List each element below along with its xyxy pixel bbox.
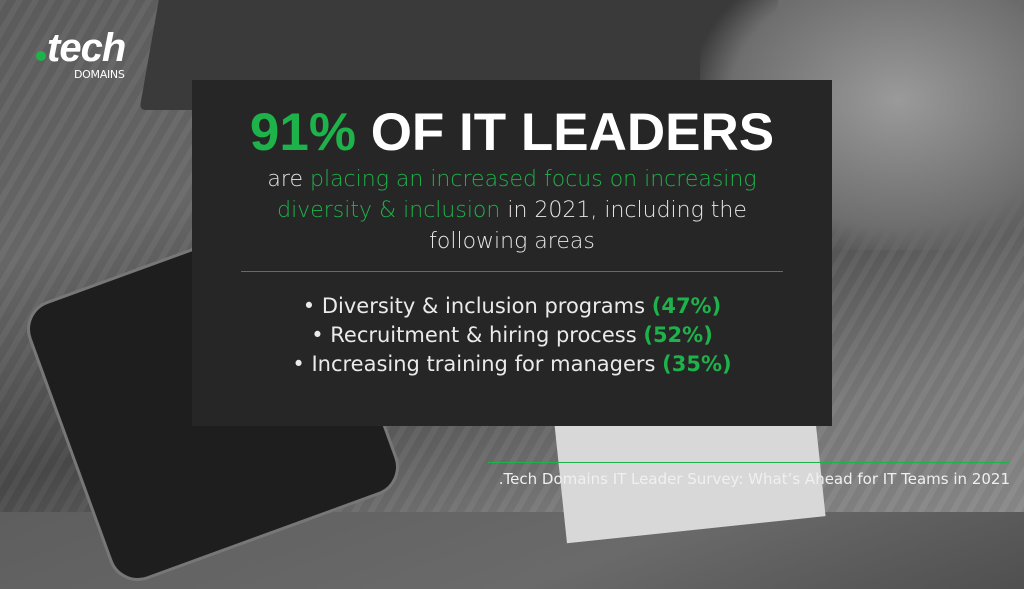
list-item: • Diversity & inclusion programs (47%) <box>302 294 722 318</box>
list-item: • Increasing training for managers (35%) <box>292 352 732 376</box>
logo-text: tech <box>47 26 126 70</box>
headline-stat: 91% <box>249 103 356 162</box>
source-caption: .Tech Domains IT Leader Survey: What’s A… <box>498 470 1010 488</box>
area-label: Diversity & inclusion programs <box>321 294 646 318</box>
area-percent: (52%) <box>643 323 713 347</box>
stat-panel: 91% OF IT LEADERS are placing an increas… <box>192 80 832 426</box>
source-divider <box>488 462 1010 463</box>
subtitle-highlight: placing an increased focus on increasing… <box>277 167 757 223</box>
logo-dot-icon <box>36 51 46 61</box>
divider <box>241 271 783 272</box>
tech-domains-logo: tech DOMAINS <box>36 26 126 81</box>
headline-text: OF IT LEADERS <box>370 103 775 162</box>
area-percent: (47%) <box>651 294 722 318</box>
subtitle: are placing an increased focus on increa… <box>232 164 792 257</box>
area-percent: (35%) <box>662 352 732 376</box>
headline: 91% OF IT LEADERS <box>192 106 832 160</box>
logo-subtext: DOMAINS <box>74 68 125 81</box>
list-item: • Recruitment & hiring process (52%) <box>311 323 713 347</box>
areas-list: • Diversity & inclusion programs (47%) •… <box>192 292 832 379</box>
subtitle-part: in 2021, including the following areas <box>429 198 747 254</box>
area-label: Recruitment & hiring process <box>330 323 637 347</box>
area-label: Increasing training for managers <box>311 352 656 376</box>
subtitle-part: are <box>267 167 310 192</box>
